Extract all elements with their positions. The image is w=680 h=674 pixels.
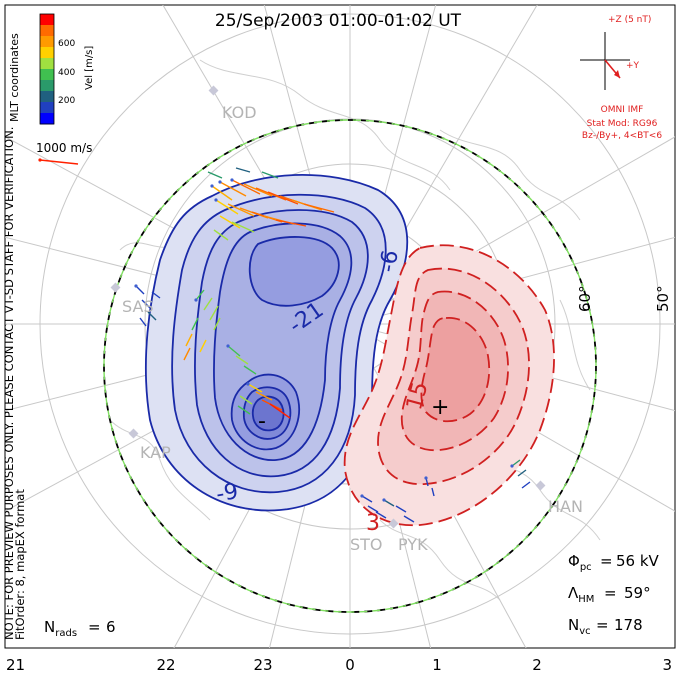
colorbar-tick-600: 600 bbox=[58, 39, 75, 49]
colorbar-segment bbox=[40, 47, 54, 59]
mlt-label-21: 21 bbox=[6, 656, 25, 674]
colorbar-segment bbox=[40, 58, 54, 70]
station-markers bbox=[110, 85, 546, 529]
positive-convection-cell bbox=[343, 244, 555, 527]
colorbar-tick-400: 400 bbox=[58, 68, 75, 78]
velocity-vectors bbox=[134, 167, 531, 523]
reference-vector: 1000 m/s bbox=[36, 141, 92, 165]
contour-label-neg9: -9 bbox=[214, 479, 240, 507]
pos-contour-4 bbox=[420, 317, 491, 423]
imf-condition: Bz-/By+, 4<BT<6 bbox=[582, 131, 662, 141]
mlt-axis: 21 22 23 0 1 2 3 bbox=[6, 656, 672, 674]
mlt-label-2: 2 bbox=[532, 656, 542, 674]
station-pyk: PYK bbox=[398, 535, 428, 554]
station-sto: STO bbox=[350, 535, 383, 554]
latitude-labels: 60° 50° bbox=[576, 285, 672, 312]
colorbar-segment bbox=[40, 102, 54, 114]
colorbar-segment bbox=[40, 36, 54, 48]
contour-label-pos3: 3 bbox=[366, 511, 380, 536]
reference-vector-label: 1000 m/s bbox=[36, 141, 92, 155]
pos-potential-maximum: + bbox=[431, 395, 449, 420]
mlt-label-1: 1 bbox=[432, 656, 442, 674]
colorbar-segment bbox=[40, 25, 54, 37]
contour-label-neg6: -6 bbox=[375, 248, 403, 274]
lambda-hm-eq: = bbox=[604, 584, 617, 602]
neg-contour-5 bbox=[248, 236, 340, 307]
n-rads-value: 6 bbox=[106, 618, 116, 636]
imf-model: Stat Mod: RG96 bbox=[587, 119, 658, 129]
neg-contour-8 bbox=[251, 395, 285, 432]
vector-cluster-center bbox=[227, 345, 291, 419]
vector-cluster-north bbox=[207, 167, 335, 241]
vector-dots bbox=[134, 178, 514, 502]
colorbar-tick-200: 200 bbox=[58, 96, 75, 106]
station-han: HAN bbox=[548, 497, 583, 516]
station-kod: KOD bbox=[222, 103, 257, 122]
phi-pc-value: 56 kV bbox=[616, 552, 660, 570]
n-vc-value: 178 bbox=[614, 616, 643, 634]
imf-y-label: +Y bbox=[626, 61, 640, 71]
vector-cluster-sas bbox=[135, 285, 161, 327]
velocity-colorbar: 600 400 200 Vel [m/s] bbox=[39, 13, 95, 125]
n-rads-eq: = bbox=[88, 618, 101, 636]
n-vc-eq: = bbox=[596, 616, 609, 634]
imf-clock: +Z (5 nT) +Y OMNI IMF Stat Mod: RG96 Bz-… bbox=[580, 15, 662, 141]
colorbar-segment bbox=[40, 69, 54, 81]
statistics: Φpc = 56 kV ΛHM = 59° Nvc = 178 Nrads = … bbox=[44, 552, 660, 639]
mlt-label-23: 23 bbox=[253, 656, 272, 674]
map-title: 25/Sep/2003 01:00-01:02 UT bbox=[215, 11, 462, 31]
colorbar-segment bbox=[40, 91, 54, 103]
station-kap: KAP bbox=[140, 443, 171, 462]
coordinates-label: MLT coordinates bbox=[8, 33, 21, 122]
imf-source: OMNI IMF bbox=[601, 105, 644, 115]
colorbar-segment bbox=[40, 113, 54, 125]
neg-potential-minimum: - bbox=[258, 409, 266, 434]
vector-cluster-han bbox=[511, 459, 531, 489]
colorbar-label: Vel [m/s] bbox=[84, 46, 95, 90]
lat-label-60: 60° bbox=[576, 285, 594, 312]
colorbar-segment bbox=[40, 14, 54, 26]
mlt-label-22: 22 bbox=[156, 656, 175, 674]
vector-cluster-west bbox=[183, 289, 221, 361]
imf-z-label: +Z (5 nT) bbox=[608, 15, 651, 25]
colorbar-segment bbox=[40, 80, 54, 92]
hm-boundary-green bbox=[103, 119, 597, 613]
preview-note: NOTE: FOR PREVIEW PURPOSES ONLY. PLEASE … bbox=[2, 127, 16, 640]
station-sas: SAS bbox=[122, 297, 154, 316]
mlt-label-3: 3 bbox=[662, 656, 672, 674]
mlt-label-0: 0 bbox=[345, 656, 355, 674]
lambda-hm-value: 59° bbox=[624, 584, 651, 602]
negative-convection-cell bbox=[144, 174, 409, 512]
station-labels: KOD SAS KAP STO PYK HAN bbox=[122, 103, 583, 554]
fit-order: FitOrder: 8, mapEX format bbox=[13, 489, 27, 640]
lat-label-50: 50° bbox=[654, 285, 672, 312]
phi-pc-eq: = bbox=[600, 552, 613, 570]
